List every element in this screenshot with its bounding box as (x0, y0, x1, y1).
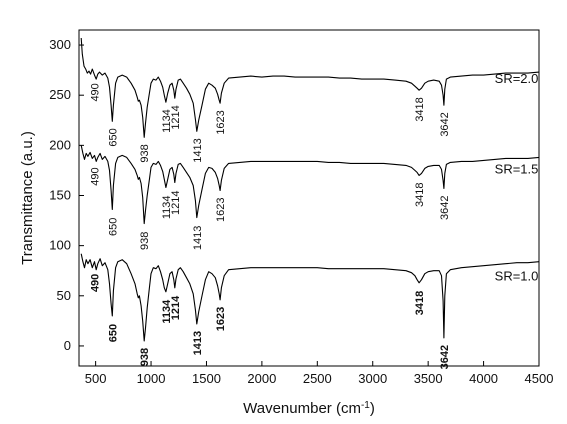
y-axis: 0 50 100 150 200 250 300 (49, 37, 84, 353)
y-tick-label: 150 (49, 187, 71, 202)
x-tick-label: 2000 (247, 371, 276, 386)
y-tick-label: 250 (49, 87, 71, 102)
y-tick-label: 50 (57, 288, 71, 303)
plot-frame (78, 29, 540, 367)
peak-label: 1413 (192, 138, 204, 162)
x-tick-label: 3000 (358, 371, 387, 386)
x-tick-label: 3500 (414, 371, 443, 386)
peak-label: 650 (107, 128, 119, 146)
x-axis-title-superscript: -1 (361, 400, 370, 411)
peak-label: 1134 (161, 196, 173, 220)
peak-label: 938 (139, 144, 151, 162)
peak-label: 650 (107, 218, 119, 236)
series-labels: SR=2.0 SR=1.5 SR=1.0 (495, 71, 539, 284)
spectra (80, 37, 540, 342)
x-axis: 500 1000 1500 2000 2500 3000 3500 4000 4500 (85, 361, 554, 386)
peak-label: 1623 (215, 110, 227, 134)
peak-label: 1214 (170, 191, 182, 215)
y-axis-title: Transmittance (a.u.) (19, 131, 36, 265)
peak-label: 3642 (439, 345, 451, 369)
peak-label: 3642 (439, 112, 451, 136)
peak-label: 1134 (161, 109, 173, 133)
peak-label: 3642 (439, 196, 451, 220)
spectrum-line-1 (80, 37, 540, 138)
peak-label: 1214 (170, 295, 182, 320)
peak-label: 1413 (192, 331, 204, 355)
x-axis-title-suffix: ) (370, 400, 375, 417)
series-label: SR=2.0 (495, 71, 539, 86)
peak-label: 1413 (192, 226, 204, 250)
x-axis-title-main: Wavenumber (cm (243, 400, 361, 417)
peak-label: 650 (107, 324, 119, 342)
x-tick-label: 4500 (525, 371, 554, 386)
peak-label: 938 (139, 348, 151, 366)
peak-label: 3418 (414, 97, 426, 121)
spectrum-line-2 (80, 145, 540, 225)
y-tick-label: 100 (49, 238, 71, 253)
peak-label: 1623 (215, 307, 227, 331)
x-tick-label: 1000 (137, 371, 166, 386)
peak-label: 490 (90, 274, 102, 292)
y-tick-label: 300 (49, 37, 71, 52)
y-tick-label: 0 (64, 338, 71, 353)
y-tick-label: 200 (49, 137, 71, 152)
peak-label: 1134 (161, 299, 173, 324)
x-tick-label: 4000 (469, 371, 498, 386)
peak-label: 3418 (414, 291, 426, 315)
peak-label: 490 (90, 83, 102, 101)
peak-label: 3418 (414, 183, 426, 207)
series-label: SR=1.5 (495, 161, 539, 176)
peak-label: 1623 (215, 198, 227, 222)
peak-label: 490 (90, 167, 102, 185)
x-tick-label: 2500 (303, 371, 332, 386)
peak-label: 938 (139, 232, 151, 250)
x-axis-title: Wavenumber (cm-1) (243, 400, 375, 418)
spectrum-line-3 (80, 253, 540, 342)
x-tick-label: 1500 (192, 371, 221, 386)
peak-labels: 4906509381134121414131623341836424906509… (90, 83, 451, 369)
series-label: SR=1.0 (495, 269, 539, 284)
peak-label: 1214 (170, 105, 182, 129)
x-tick-label: 500 (85, 371, 107, 386)
